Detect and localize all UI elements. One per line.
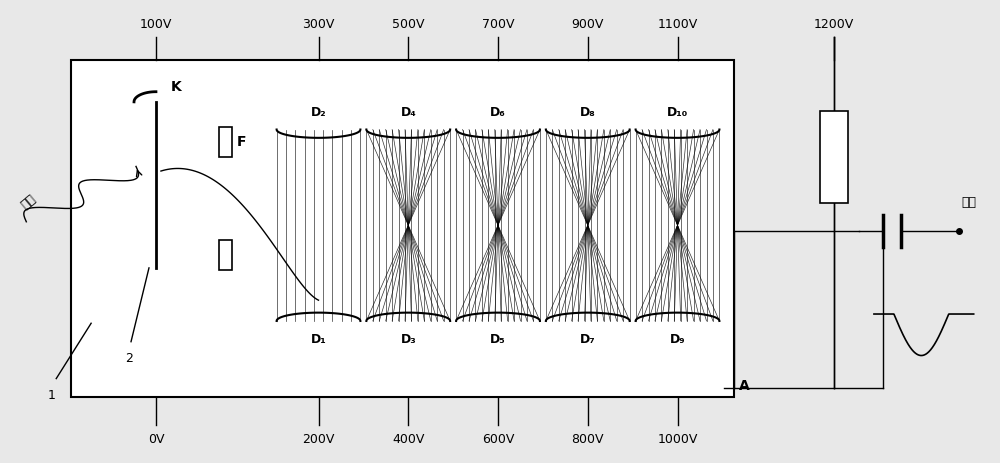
Text: 300V: 300V	[302, 19, 335, 31]
Text: 600V: 600V	[482, 432, 514, 444]
Text: 输出: 输出	[962, 195, 977, 208]
Text: D₁: D₁	[311, 333, 326, 346]
Text: 900V: 900V	[572, 19, 604, 31]
Text: D₃: D₃	[400, 333, 416, 346]
Text: 500V: 500V	[392, 19, 425, 31]
Text: D₈: D₈	[580, 106, 596, 119]
Text: 400V: 400V	[392, 432, 424, 444]
Text: 800V: 800V	[572, 432, 604, 444]
Text: 2: 2	[125, 351, 133, 364]
Text: F: F	[237, 135, 247, 149]
Bar	[219, 128, 232, 158]
Text: D₇: D₇	[580, 333, 596, 346]
Bar	[71, 61, 734, 397]
Text: 光子: 光子	[18, 192, 38, 212]
Bar	[820, 112, 848, 204]
Bar	[219, 241, 232, 270]
Text: D₆: D₆	[490, 106, 506, 119]
Text: 700V: 700V	[482, 19, 514, 31]
Text: 1100V: 1100V	[657, 19, 698, 31]
Text: K: K	[171, 80, 182, 94]
Text: 1000V: 1000V	[657, 432, 698, 444]
Text: D₁₀: D₁₀	[667, 106, 688, 119]
Text: 100V: 100V	[140, 19, 172, 31]
Text: 1200V: 1200V	[814, 19, 854, 31]
Text: D₄: D₄	[400, 106, 416, 119]
Text: 0V: 0V	[148, 432, 164, 444]
Text: A: A	[739, 379, 750, 393]
Text: D₉: D₉	[670, 333, 685, 346]
Text: 200V: 200V	[302, 432, 335, 444]
Text: 1: 1	[47, 388, 55, 401]
Text: D₂: D₂	[311, 106, 326, 119]
Text: D₅: D₅	[490, 333, 506, 346]
